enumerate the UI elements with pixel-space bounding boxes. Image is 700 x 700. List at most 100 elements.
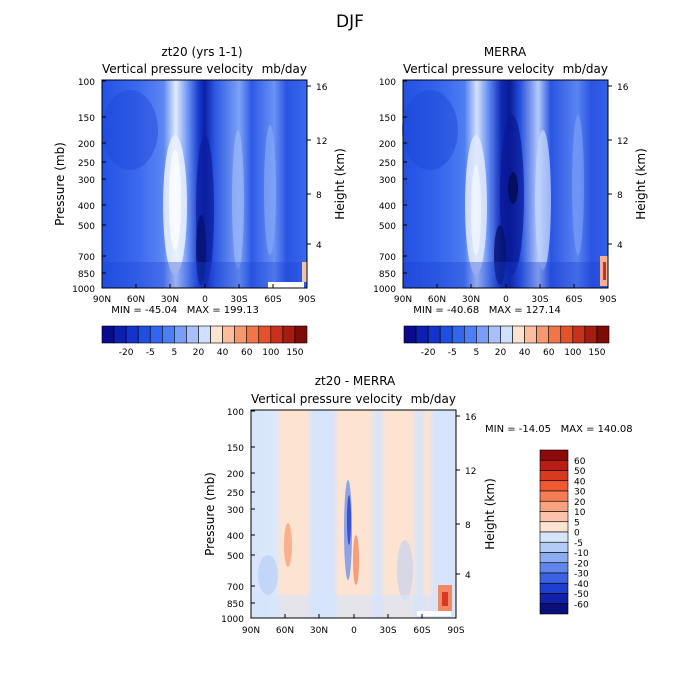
panel-units: mb/day xyxy=(262,62,307,76)
svg-text:8: 8 xyxy=(617,191,623,201)
colorbar-swatch xyxy=(560,325,574,344)
field-feature xyxy=(508,172,518,204)
x-tick: 30S xyxy=(531,284,549,305)
svg-text:30N: 30N xyxy=(310,626,328,636)
svg-text:300: 300 xyxy=(78,176,95,186)
svg-text:100: 100 xyxy=(78,78,95,88)
min-max-stats: MIN = -45.04 MAX = 199.13 xyxy=(111,305,259,316)
svg-text:90N: 90N xyxy=(242,626,260,636)
y2-axis-label: Height (km) xyxy=(634,148,648,219)
svg-text:850: 850 xyxy=(227,600,244,610)
y2-tick: 16 xyxy=(456,413,477,423)
colorbar-label: 40 xyxy=(217,348,229,358)
svg-text:30S: 30S xyxy=(531,295,548,305)
svg-text:250: 250 xyxy=(227,489,244,499)
colorbar-label: -50 xyxy=(574,590,589,600)
panel-variable: Vertical pressure velocity xyxy=(403,62,554,76)
svg-text:12: 12 xyxy=(316,137,327,147)
svg-text:4: 4 xyxy=(617,241,623,251)
colorbar-label: -60 xyxy=(574,600,589,610)
svg-text:400: 400 xyxy=(227,532,244,542)
panel-variable: Vertical pressure velocity xyxy=(251,392,402,406)
field-feature xyxy=(284,523,292,567)
colorbar-swatch xyxy=(536,325,550,344)
field-feature xyxy=(572,115,584,255)
y2-tick: 16 xyxy=(608,83,629,93)
plot-area xyxy=(402,79,609,289)
y-tick: 850 xyxy=(78,270,106,280)
y-tick: 300 xyxy=(227,506,255,516)
svg-text:4: 4 xyxy=(465,571,471,581)
y-axis-pressure: 100 150 200 250 300 400 500 700 850 1000 xyxy=(373,78,407,295)
y-tick: 150 xyxy=(78,114,106,124)
svg-text:500: 500 xyxy=(78,222,95,232)
field-feature xyxy=(397,540,413,600)
colorbar-label: -10 xyxy=(574,549,589,559)
plot-area xyxy=(101,79,308,289)
field-feature xyxy=(264,125,276,255)
colorbar-swatch xyxy=(234,325,248,344)
figure-title: DJF xyxy=(336,12,364,32)
colorbar-label: -5 xyxy=(448,348,457,358)
y2-tick: 16 xyxy=(307,83,328,93)
x-tick: 90S xyxy=(447,614,465,636)
y-axis-height: 16 12 8 4 Height (km) xyxy=(307,83,347,251)
y-tick: 250 xyxy=(78,159,106,169)
svg-text:90S: 90S xyxy=(599,295,616,305)
colorbar-label: 5 xyxy=(473,348,479,358)
svg-text:8: 8 xyxy=(465,521,471,531)
field-feature xyxy=(347,495,351,545)
svg-text:850: 850 xyxy=(379,270,396,280)
colorbar-swatch xyxy=(137,325,151,344)
svg-text:100: 100 xyxy=(379,78,396,88)
colorbar-label: 0 xyxy=(574,529,580,539)
y-tick: 1000 xyxy=(72,285,106,295)
x-tick: 0 xyxy=(202,284,208,305)
colorbar-swatch xyxy=(539,562,569,574)
svg-text:12: 12 xyxy=(465,467,476,477)
panel-difference: zt20 - MERRA Vertical pressure velocity … xyxy=(203,374,633,636)
colorbar-label: -40 xyxy=(574,580,589,590)
panel-units: mb/day xyxy=(563,62,608,76)
svg-text:200: 200 xyxy=(379,140,396,150)
colorbar-label: 60 xyxy=(574,457,586,467)
svg-text:60S: 60S xyxy=(264,295,281,305)
field-feature xyxy=(169,150,181,250)
y-axis-height: 16 12 8 4 Height (km) xyxy=(456,413,497,581)
x-tick: 90N xyxy=(394,284,412,305)
y-tick: 200 xyxy=(379,140,407,150)
svg-text:700: 700 xyxy=(379,253,396,263)
colorbar-label: -20 xyxy=(421,348,436,358)
y-tick: 100 xyxy=(379,78,407,88)
colorbar-swatch xyxy=(270,325,284,344)
svg-text:90N: 90N xyxy=(394,295,412,305)
svg-text:1000: 1000 xyxy=(72,285,95,295)
svg-text:250: 250 xyxy=(379,159,396,169)
x-tick: 90N xyxy=(93,284,111,305)
y2-axis-label: Height (km) xyxy=(333,148,347,219)
svg-text:150: 150 xyxy=(227,444,244,454)
missing-data xyxy=(268,282,304,288)
colorbar-label: 30 xyxy=(574,488,586,498)
svg-text:60S: 60S xyxy=(565,295,582,305)
field-feature xyxy=(442,592,448,606)
x-axis: 90N 60N 30N 0 30S 60S 90S xyxy=(242,614,465,636)
svg-text:30N: 30N xyxy=(161,295,179,305)
y2-tick: 4 xyxy=(307,241,322,251)
colorbar-label: -30 xyxy=(574,570,589,580)
y-axis-pressure: 100 150 200 250 300 400 500 700 850 1000… xyxy=(203,408,255,625)
field-feature xyxy=(251,595,456,618)
colorbar-swatch xyxy=(210,325,223,344)
svg-text:1000: 1000 xyxy=(373,285,396,295)
field-feature xyxy=(196,215,206,285)
svg-text:4: 4 xyxy=(316,241,322,251)
svg-text:1000: 1000 xyxy=(221,615,244,625)
y-tick: 300 xyxy=(379,176,407,186)
y-tick: 1000 xyxy=(373,285,407,295)
y-tick: 850 xyxy=(379,270,407,280)
svg-text:60S: 60S xyxy=(413,626,430,636)
y-tick: 150 xyxy=(379,114,407,124)
colorbar-swatch xyxy=(161,325,175,344)
svg-text:300: 300 xyxy=(379,176,396,186)
colorbar-swatch xyxy=(524,325,537,344)
